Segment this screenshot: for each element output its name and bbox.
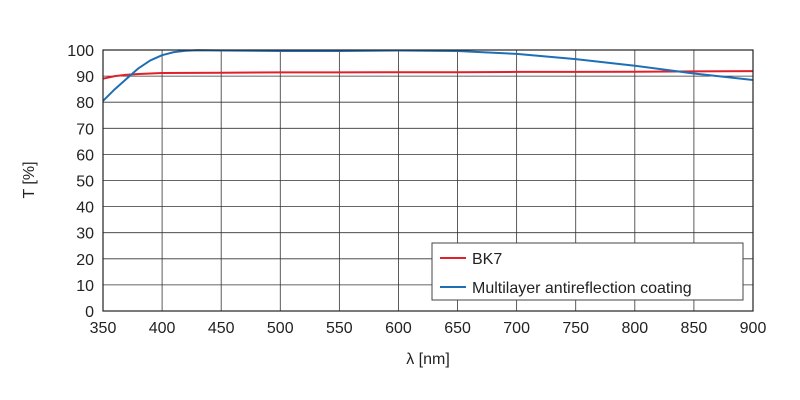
x-tick-label: 400 [149, 320, 176, 337]
y-tick-label: 50 [76, 174, 94, 191]
y-tick-label: 100 [67, 43, 94, 60]
plot-frame [102, 49, 754, 312]
y-tick-label: 90 [76, 69, 94, 86]
y-tick-label: 40 [76, 200, 94, 217]
x-tick-label: 800 [621, 320, 648, 337]
y-tick-label: 10 [76, 278, 94, 295]
x-tick-label: 700 [503, 320, 530, 337]
legend: BK7 Multilayer antireflection coating [431, 242, 744, 301]
legend-label-bk7: BK7 [472, 251, 502, 268]
x-tick-label: 550 [326, 320, 353, 337]
x-tick-labels: 350 400 450 500 550 600 650 700 750 800 850 900 [90, 320, 767, 337]
x-tick-label: 850 [681, 320, 708, 337]
x-tick-label: 450 [208, 320, 235, 337]
legend-label-coating: Multilayer antireflection coating [472, 280, 692, 297]
series-line-bk7 [102, 70, 754, 80]
y-axis-label: T [%] [21, 161, 38, 198]
x-tick-label: 750 [562, 320, 589, 337]
x-tick-label: 900 [740, 320, 767, 337]
y-tick-label: 80 [76, 95, 94, 112]
y-tick-label: 20 [76, 252, 94, 269]
legend-box [431, 242, 744, 301]
x-tick-label: 650 [444, 320, 471, 337]
y-tick-label: 70 [76, 121, 94, 138]
y-tick-label: 0 [85, 304, 94, 321]
x-tick-label: 350 [90, 320, 117, 337]
y-tick-label: 60 [76, 147, 94, 164]
x-tick-label: 600 [385, 320, 412, 337]
x-tick-label: 500 [267, 320, 294, 337]
y-tick-label: 30 [76, 226, 94, 243]
series-lines [102, 49, 754, 102]
x-axis-label: λ [nm] [406, 351, 450, 368]
series-line-coating [102, 49, 754, 102]
y-tick-labels: 0 10 20 30 40 50 60 70 80 90 100 [67, 43, 94, 321]
